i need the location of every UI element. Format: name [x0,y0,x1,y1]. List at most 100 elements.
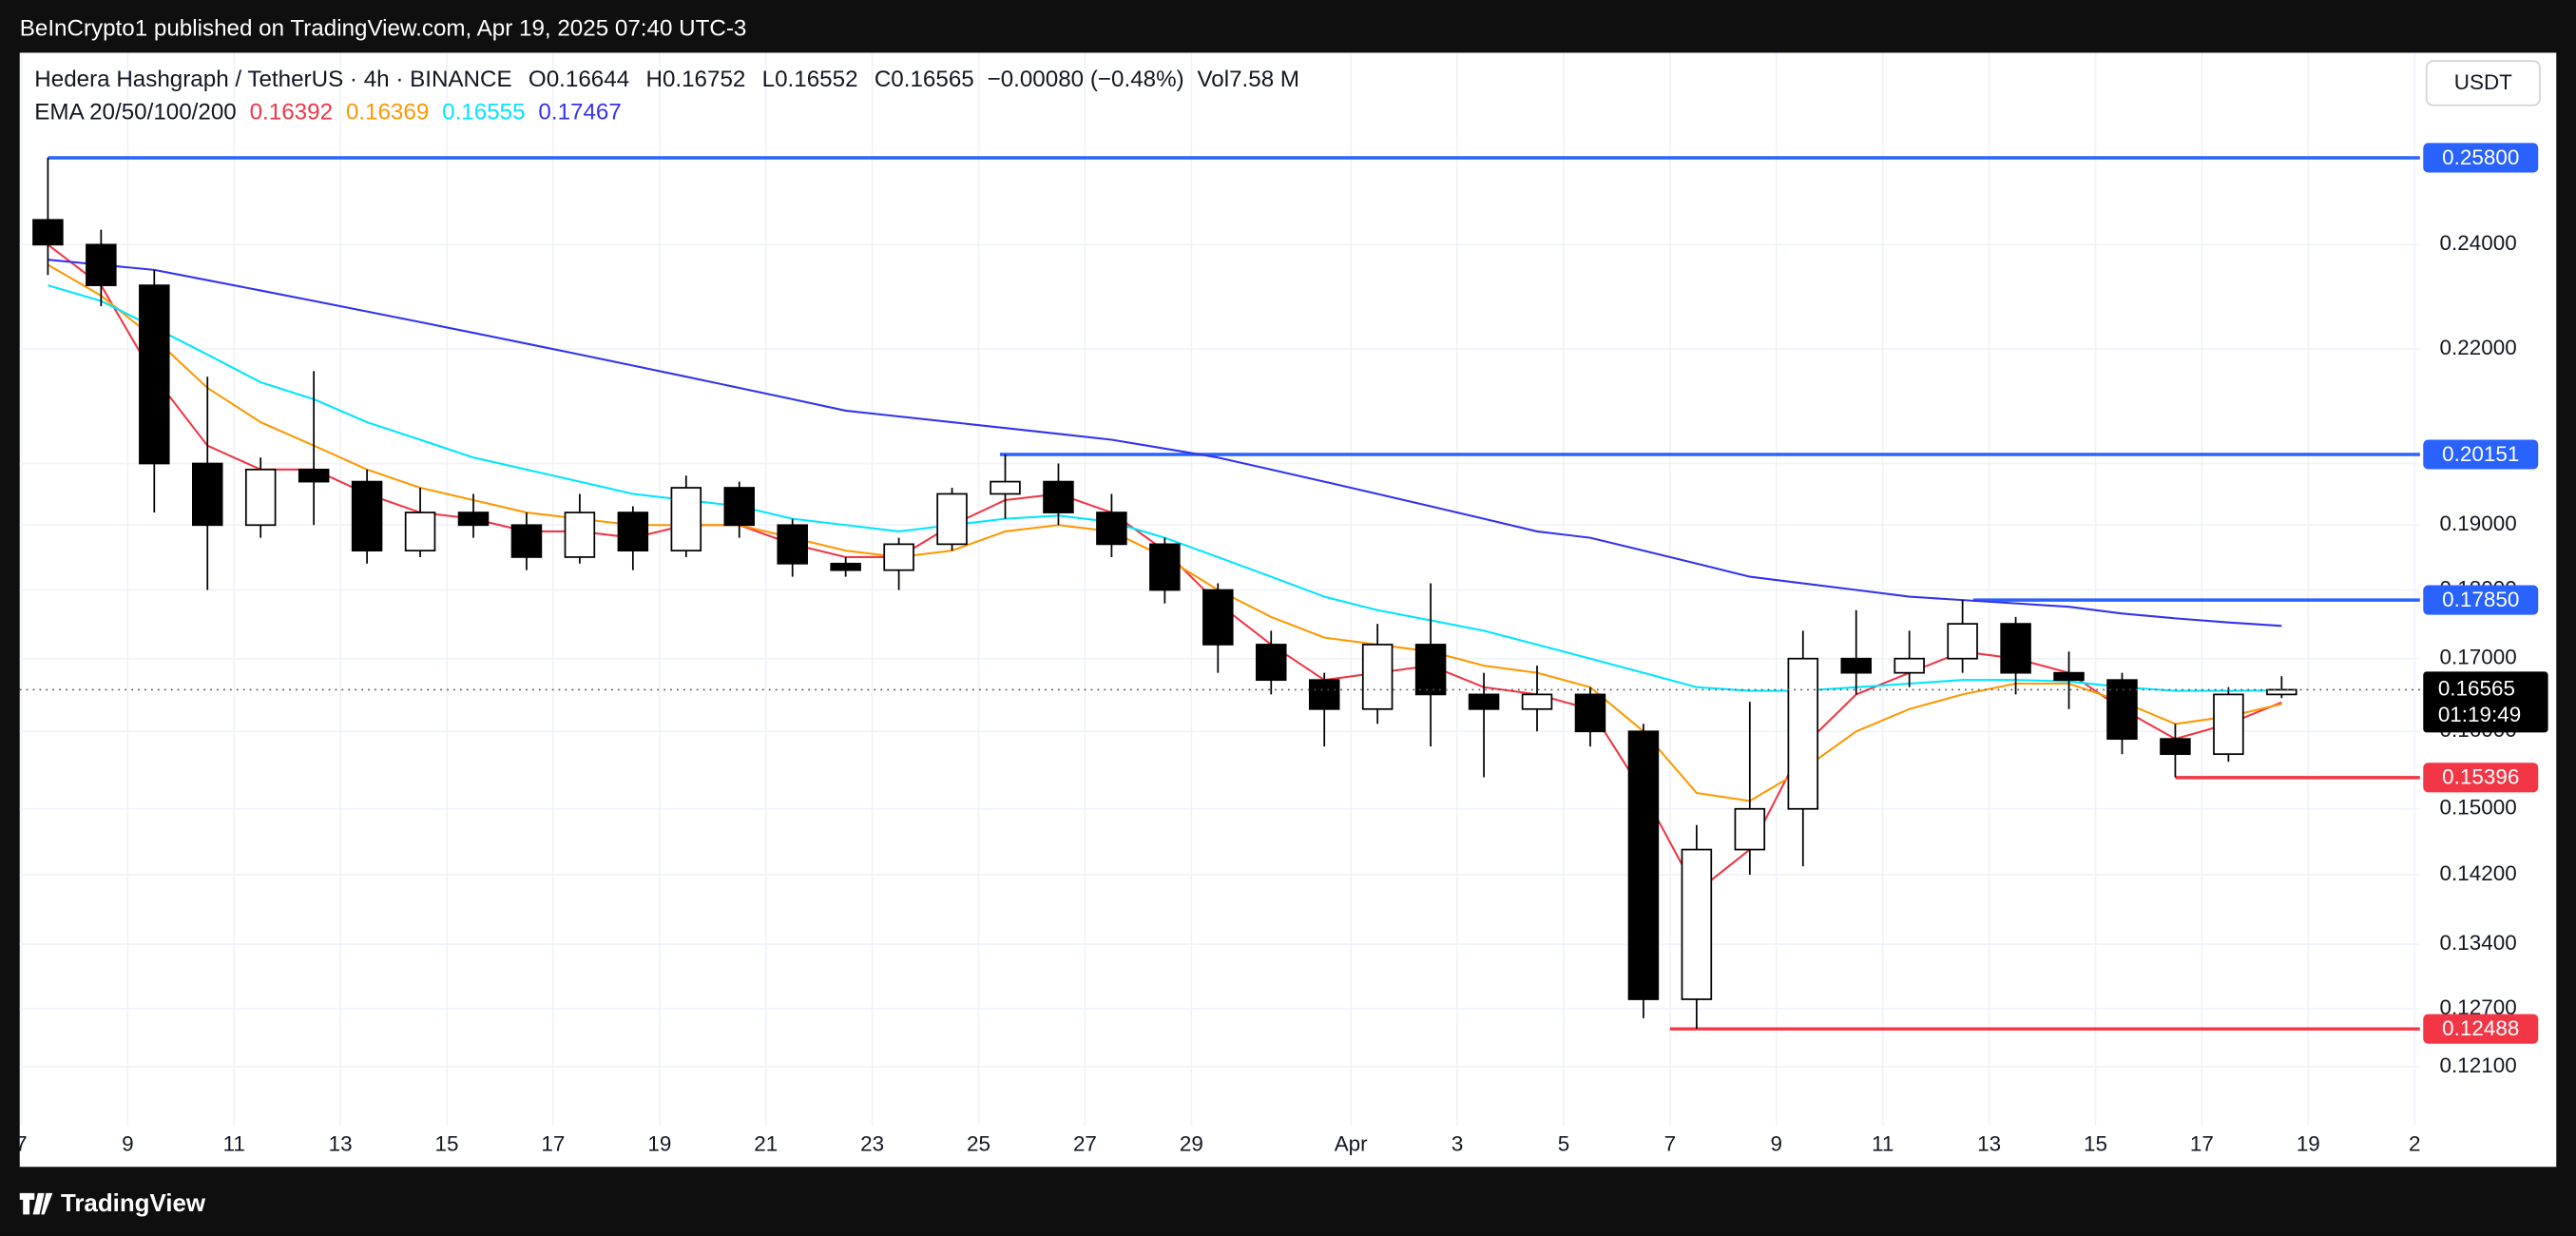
candle-body [617,512,649,552]
candle-body [2000,623,2031,674]
candle-body [1202,589,1234,646]
currency-button-box[interactable] [2425,60,2541,106]
brand-logo [19,1192,53,1215]
ohlc-key: O [529,67,547,92]
y-tick-label: 0.12100 [2440,1053,2517,1077]
ohlc-value: 0.16752 [663,67,745,92]
candle-body [457,512,490,527]
candle-body [351,480,383,552]
level-label-box [2423,439,2539,470]
level-label-box [2423,763,2539,793]
level-label-box [2423,1014,2539,1044]
candle-body [830,562,861,571]
chart-panel [19,52,2557,1168]
ema-value: 0.16369 [346,100,429,126]
y-tick-label: 0.24000 [2440,231,2517,255]
candle-body [1681,848,1713,1000]
candle-body [244,468,277,527]
y-tick-label: 0.14200 [2440,861,2517,885]
change: −0.00080 (−0.48%) [988,67,1184,92]
candle-body [1361,644,1394,710]
last-price-box [2423,671,2548,733]
x-tick-label: 7 [1664,1132,1677,1156]
candle-body [1574,693,1606,733]
y-tick-label: 0.13400 [2440,931,2517,955]
ohlc-key: L [762,67,775,92]
candle-body [1840,657,1872,674]
candle-body [1414,644,1447,696]
candle-body [298,468,330,483]
x-tick-label: 15 [2084,1132,2107,1156]
x-tick-label: 21 [754,1132,778,1156]
ema-label: EMA 20/50/100/200 [34,100,236,126]
candle-body [936,492,968,546]
x-tick-label: 25 [967,1132,990,1156]
candle-body [1096,512,1127,546]
countdown: 01:19:49 [2438,703,2521,726]
candle-body [1787,657,1819,810]
candle-body [1468,693,1500,710]
currency-button[interactable]: USDT [2425,60,2541,106]
candle-body [1043,480,1074,513]
x-tick-label: 7 [15,1132,28,1156]
level-label-box [2423,143,2539,173]
ohlc-value: 0.16644 [547,67,629,92]
ema-value: 0.17467 [538,100,621,126]
ema-value: 0.16392 [250,100,333,126]
publish-info: BeInCrypto1 published on TradingView.com… [20,16,747,42]
candle-body [86,243,117,286]
candle-body [883,543,914,571]
x-tick-label: 3 [1451,1132,1464,1156]
candle-body [191,462,223,527]
candle-body [139,284,170,465]
candle-body [723,487,756,527]
legend-line: Hedera Hashgraph / TetherUS · 4h · BINAN… [34,67,1299,92]
candle-body [2053,671,2085,682]
brand-name: TradingView [61,1190,206,1217]
level-label: 0.17850 [2442,588,2519,611]
x-tick-label: 17 [2190,1132,2214,1156]
level-label: 0.15396 [2442,765,2519,789]
candle-body [1947,623,1978,660]
x-tick-label: 9 [122,1132,134,1156]
y-tick-label: 0.22000 [2440,336,2517,359]
candle-body [2160,738,2191,756]
candle-body [32,219,64,246]
x-tick-label: 15 [435,1132,459,1156]
candle-body [2106,679,2138,741]
x-tick-label: 23 [860,1132,884,1156]
ohlc-key: H [645,67,662,92]
symbol: Hedera Hashgraph / TetherUS · 4h · BINAN… [34,67,511,92]
x-tick-label: 11 [223,1132,245,1156]
candle-body [1308,679,1340,710]
ema-value: 0.16555 [442,100,525,126]
x-tick-label: 13 [329,1132,353,1156]
candle-body [1627,730,1660,1000]
x-tick-label: 11 [1872,1132,1894,1156]
volume-value: 7.58 M [1229,67,1299,92]
candle-body [1149,543,1181,591]
ohlc-value: 0.16552 [775,67,857,92]
x-tick-label: 17 [541,1132,565,1156]
candle-body [2213,693,2244,756]
currency-label[interactable]: USDT [2454,70,2512,94]
brand: TradingView [19,1190,206,1217]
ohlc-key: C [875,67,891,92]
x-tick-label: 19 [2297,1132,2320,1156]
legend-line: EMA 20/50/100/200 0.16392 0.16369 0.16555 0.… [34,100,622,126]
level-label-box [2423,585,2539,615]
ohlc-value: 0.16565 [891,67,973,92]
candle-body [1521,693,1553,710]
x-tick-label: 29 [1180,1132,1203,1156]
y-tick-label: 0.17000 [2440,646,2517,669]
level-label: 0.25800 [2442,145,2519,169]
x-tick-label: 19 [647,1132,671,1156]
candle-body [404,512,436,552]
candle-body [990,480,1021,495]
y-tick-label: 0.19000 [2440,512,2517,535]
candle-body [1256,644,1287,682]
candle-body [510,524,543,558]
candle-body [1734,807,1766,851]
